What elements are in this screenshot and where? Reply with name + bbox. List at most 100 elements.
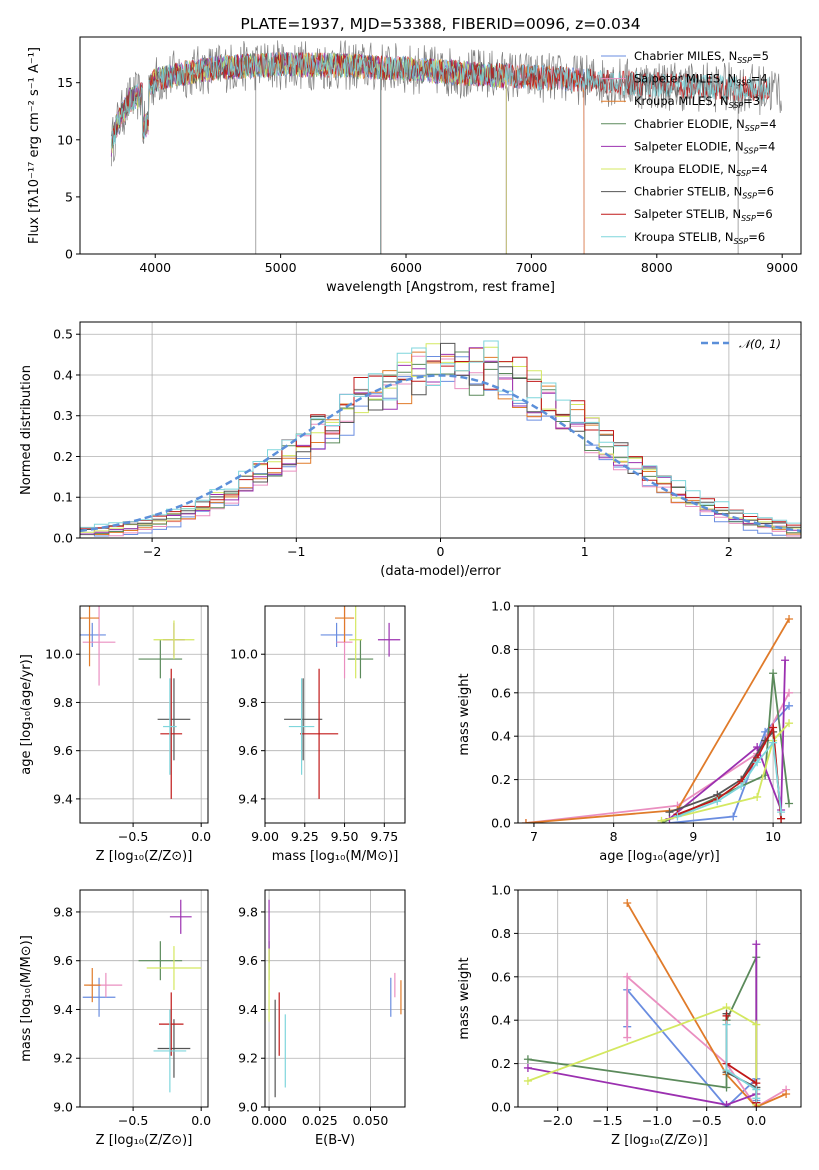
plot-area: [80, 340, 801, 537]
y-tick-label: 9.2: [53, 1051, 73, 1066]
y-tick-label: 0.3: [53, 408, 73, 423]
plot-area: [521, 615, 794, 823]
x-tick-label: −0.5: [118, 1113, 148, 1128]
axes-frame: [517, 605, 802, 824]
weight-marker-3: [523, 1055, 532, 1064]
x-tick-label: 0: [437, 544, 445, 559]
axes-frame: [517, 889, 802, 1108]
x-axis-label: Z [log₁₀(Z/Z⊙)]: [96, 1133, 193, 1148]
y-tick-label: 0.6: [491, 969, 511, 984]
model-spectrum-8: [110, 52, 770, 254]
x-axis-label: mass [log₁₀(M/M⊙)]: [272, 849, 399, 864]
axes-frame: [264, 605, 406, 824]
x-axis-label: Z [log₁₀(Z/Z⊙)]: [96, 849, 193, 864]
y-tick-label: 0.2: [491, 772, 511, 787]
axes-massweight_vs_age: 7 8 9 10 0.0 0.2 0.4 0.6 0.8 1.0 age [log₁₀(age/yr…: [457, 599, 802, 864]
y-tick-label: 9.4: [238, 791, 258, 806]
weight-marker-7: [722, 1011, 731, 1020]
weight-marker-2: [623, 899, 632, 908]
gridlines: [264, 606, 405, 823]
y-axis-label: age [log₁₀(age/yr)]: [19, 654, 34, 775]
weight-line-5: [527, 1006, 758, 1105]
x-tick-label: 5000: [265, 260, 297, 275]
weight-line-5: [661, 722, 790, 822]
legend-entry-0: Chabrier MILES, NSSP=5: [634, 49, 769, 65]
axes-residuals: −2 −1 0 1 2 0.0 0.1 0.2 0.3 0.4 0.5 (data-model)/er…: [19, 321, 802, 579]
y-tick-label: 9.0: [53, 1100, 73, 1115]
axes-frame: [79, 889, 209, 1108]
legend-entry-3: Chabrier ELODIE, NSSP=4: [634, 117, 776, 133]
weight-marker-6: [665, 808, 674, 817]
y-tick-label: 10.0: [45, 647, 73, 662]
weight-line-1: [525, 692, 790, 823]
x-tick-label: 0.0: [191, 829, 211, 844]
y-tick-label: 9.2: [238, 1051, 258, 1066]
y-tick-label: 0.1: [53, 490, 73, 505]
weight-marker-0: [785, 701, 794, 710]
y-tick-label: 0.0: [491, 1100, 511, 1115]
x-axis-label: (data-model)/error: [380, 564, 501, 579]
y-tick-label: 0.8: [491, 926, 511, 941]
weight-marker-4: [753, 743, 762, 752]
x-tick-label: −0.5: [118, 829, 148, 844]
plot-area: [268, 899, 402, 1098]
y-tick-label: 9.8: [53, 695, 73, 710]
y-tick-label: 0.2: [491, 1056, 511, 1071]
y-tick-label: 10: [57, 132, 73, 147]
gridlines: [265, 890, 405, 1108]
y-tick-label: 9.6: [53, 953, 73, 968]
weight-marker-2: [521, 819, 530, 823]
y-tick-label: 9.4: [53, 791, 73, 806]
y-axis-label: Normed distribution: [19, 365, 34, 495]
plot-area: [82, 899, 202, 1093]
x-tick-label: −2.0: [543, 1113, 573, 1128]
weight-marker-3: [769, 669, 778, 678]
weight-marker-8: [777, 808, 786, 817]
weight-marker-8: [752, 1085, 761, 1094]
gridlines: [80, 606, 208, 823]
y-tick-label: 0.8: [491, 642, 511, 657]
legend-entry-4: Salpeter ELODIE, NSSP=4: [634, 139, 775, 155]
x-tick-label: 9.25: [291, 829, 319, 844]
y-axis-label: mass weight: [457, 957, 472, 1039]
weight-line-2: [626, 902, 787, 1107]
x-tick-label: 9.50: [331, 829, 359, 844]
x-tick-label: 4000: [139, 260, 171, 275]
y-tick-label: 9.0: [238, 1100, 258, 1115]
y-tick-label: 0.6: [491, 685, 511, 700]
gridlines: [80, 890, 208, 1108]
weight-marker-8: [722, 1066, 731, 1075]
x-tick-label: 1: [581, 544, 589, 559]
x-tick-label: 9: [689, 829, 697, 844]
weight-marker-4: [523, 1063, 532, 1072]
weight-marker-1: [623, 972, 632, 981]
axes-age_vs_mass: 9.00 9.25 9.50 9.75 9.4 9.6 9.8 10.0 mass [log₁₀…: [230, 605, 406, 864]
axes-frame: [79, 36, 802, 255]
y-tick-label: 9.6: [238, 953, 258, 968]
y-tick-label: 1.0: [491, 599, 511, 614]
x-tick-label: −2: [143, 544, 161, 559]
y-tick-label: 9.6: [238, 743, 258, 758]
x-axis-label: age [log₁₀(age/yr)]: [599, 849, 720, 864]
axes-mass_vs_Z: −0.5 0.0 9.0 9.2 9.4 9.6 9.8 Z [log₁₀(Z/Z⊙)] mas…: [19, 889, 211, 1148]
y-tick-label: 9.4: [53, 1002, 73, 1017]
axes-spectrum: 4000 5000 6000 7000 8000 9000 0 5 10 15 wavelength…: [27, 15, 802, 295]
axes-mass_vs_ebv: 0.000 0.025 0.050 9.0 9.2 9.4 9.6 9.8 E(B-V): [238, 889, 406, 1148]
x-tick-label: 0.0: [746, 1113, 766, 1128]
x-tick-label: −1.0: [642, 1113, 672, 1128]
y-tick-label: 10.0: [230, 647, 258, 662]
chart-title: PLATE=1937, MJD=53388, FIBERID=0096, z=0…: [240, 15, 640, 33]
weight-marker-8: [752, 1094, 761, 1103]
x-axis-label: wavelength [Angstrom, rest frame]: [326, 280, 555, 295]
weight-marker-4: [722, 1100, 731, 1107]
x-tick-label: 9.00: [251, 829, 279, 844]
y-tick-label: 0.2: [53, 449, 73, 464]
y-tick-label: 9.4: [238, 1002, 258, 1017]
weight-marker-8: [713, 797, 722, 806]
weight-marker-3: [785, 799, 794, 808]
axes-massweight_vs_Z: −2.0 −1.5 −1.0 −0.5 0.0 0.0 0.2 0.4 0.6 0.8 1.0 Z […: [457, 883, 802, 1148]
y-tick-label: 15: [57, 75, 73, 90]
weight-marker-8: [753, 758, 762, 767]
weight-line-6: [725, 1013, 758, 1103]
